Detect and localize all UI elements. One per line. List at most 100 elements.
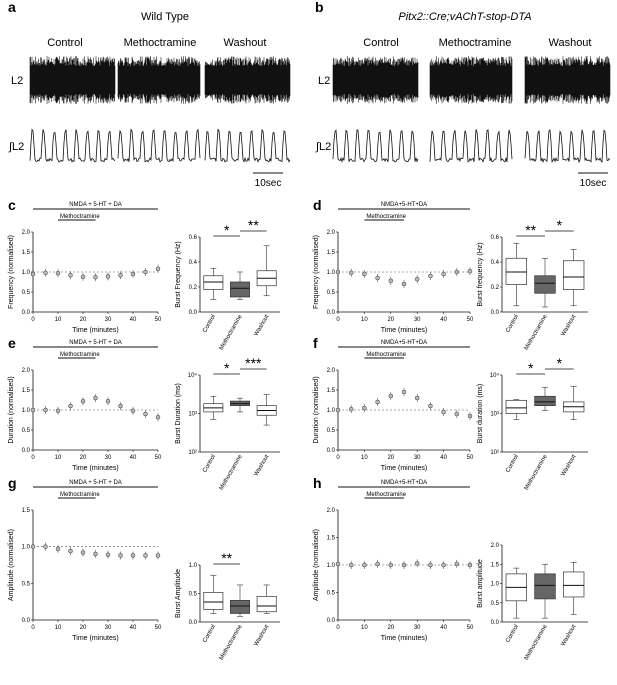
x-tick-label: 20 [387, 455, 394, 461]
y-tick-label: 2.0 [327, 368, 336, 374]
data-point [335, 561, 341, 567]
category-label: Washout [560, 314, 577, 338]
treatment-bar-label: NMDA + 5-HT + DA [69, 340, 122, 346]
significance-label: * [557, 355, 563, 371]
y-tick-label: 10⁴ [188, 372, 198, 379]
data-point [348, 270, 354, 276]
y-tick-label: 0.5 [22, 290, 31, 296]
y-axis-label: Amplitude (normalised) [313, 529, 320, 601]
box [505, 257, 528, 285]
x-tick-label: 10 [55, 455, 62, 461]
y-tick-label: 2.0 [491, 543, 500, 549]
raw-trace [332, 56, 419, 104]
data-point [428, 273, 433, 279]
significance-label: ** [525, 222, 536, 238]
x-tick-label: 30 [105, 625, 112, 631]
y-tick-label: 0.5 [22, 581, 31, 587]
data-point [55, 546, 61, 552]
data-point [93, 395, 98, 401]
data-point [118, 272, 123, 278]
integrated-trace [29, 128, 116, 163]
category-label: Control [202, 454, 217, 474]
y-tick-label: 0.0 [327, 448, 336, 454]
raw-trace-label: L2 [318, 75, 330, 87]
data-point [55, 408, 61, 414]
y-tick-label: 1.0 [22, 408, 31, 414]
data-point [93, 551, 98, 557]
significance-label: * [528, 360, 534, 376]
y-tick-label: 0.5 [327, 428, 336, 434]
category-label: Control [202, 624, 217, 644]
y-tick-label: 0.0 [22, 618, 31, 624]
x-tick-label: 10 [361, 317, 368, 323]
x-tick-label: 40 [440, 625, 447, 631]
data-point [143, 553, 148, 558]
box [562, 260, 585, 290]
integrated-trace-label: ∫L2 [8, 141, 24, 153]
y-axis-label: Burst frequency (Hz) [477, 242, 484, 306]
data-point [335, 269, 341, 275]
data-point [375, 561, 380, 567]
significance-label: * [224, 360, 230, 376]
raw-trace [204, 56, 291, 104]
data-point [401, 281, 407, 287]
raw-trace [117, 56, 201, 104]
group-title: Pitx2::Cre;vAChT-stop-DTA [398, 11, 531, 23]
condition-label: Washout [548, 37, 591, 49]
significance-label: * [224, 222, 230, 238]
x-tick-label: 50 [467, 625, 474, 631]
category-label: Methoctramine [219, 623, 244, 661]
y-tick-label: 10² [490, 450, 499, 456]
data-point [105, 552, 111, 557]
x-tick-label: 30 [414, 625, 421, 631]
data-point [388, 278, 394, 284]
y-tick-label: 0.0 [491, 620, 500, 626]
y-axis-label: Duration (normalised) [313, 376, 320, 443]
data-point [130, 408, 136, 414]
category-label: Methoctramine [524, 623, 549, 661]
data-point [428, 403, 433, 409]
x-tick-label: 0 [31, 317, 35, 323]
data-point [441, 409, 446, 415]
chart-panels: c NMDA + 5-HT + DA Methoctramine 0.0 0.5 1.0 1… [8, 197, 588, 661]
box [203, 275, 224, 290]
integrated-trace [117, 128, 201, 163]
y-tick-label: 1.0 [491, 582, 500, 588]
drug-bar-label: Methoctramine [60, 214, 100, 220]
y-tick-label: 2.0 [22, 368, 31, 374]
data-point [362, 405, 367, 411]
x-tick-label: 0 [31, 625, 35, 631]
scale-bar-label: 10sec [255, 178, 282, 189]
drug-bar-label: Methoctramine [366, 214, 406, 220]
x-tick-label: 30 [414, 317, 421, 323]
data-point [105, 274, 111, 279]
panel-letter: a [8, 0, 16, 15]
y-tick-label: 0.4 [491, 260, 500, 266]
data-point [467, 562, 473, 568]
x-tick-label: 20 [387, 625, 394, 631]
category-label: Control [505, 314, 520, 334]
y-tick-label: 2.0 [327, 230, 336, 236]
y-tick-label: 10⁴ [490, 372, 500, 379]
data-point [155, 414, 161, 420]
significance-label: * [557, 217, 563, 233]
y-axis-label: Burst amplitude [477, 559, 484, 608]
category-label: Washout [253, 314, 270, 338]
box [534, 395, 556, 406]
y-axis-label: Burst duration (ms) [477, 384, 484, 444]
trace-panels: a Wild Type Control Methoctramine Washout L2 ∫… [8, 0, 611, 189]
timecourse-chart-d: d NMDA+5-HT+DA Methoctramine 0.0 0.5 1.0 1.5 2.… [313, 197, 474, 334]
box [256, 595, 277, 613]
data-point [118, 403, 123, 409]
category-label: Control [202, 314, 217, 334]
treatment-bar-label: NMDA+5-HT+DA [381, 202, 427, 208]
data-point [388, 562, 394, 568]
raw-trace-label: L2 [11, 75, 23, 87]
category-label: Washout [253, 454, 270, 478]
data-point [454, 269, 460, 275]
treatment-bar-label: NMDA + 5-HT + DA [69, 202, 122, 208]
data-point [362, 562, 367, 568]
y-tick-label: 0.4 [189, 260, 198, 266]
data-point [401, 562, 407, 568]
scale-bar-label: 10sec [580, 178, 607, 189]
